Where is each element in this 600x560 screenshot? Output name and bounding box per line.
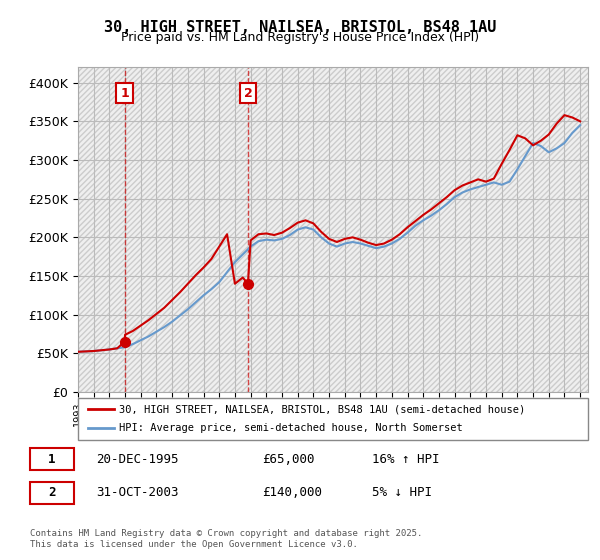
Bar bbox=[266, 67, 270, 392]
Bar bbox=[400, 67, 404, 392]
Bar bbox=[423, 67, 427, 392]
Bar bbox=[525, 67, 529, 392]
Bar bbox=[86, 67, 90, 392]
Bar bbox=[305, 67, 310, 392]
Text: 5% ↓ HPI: 5% ↓ HPI bbox=[372, 486, 432, 500]
Bar bbox=[431, 67, 435, 392]
Bar bbox=[588, 67, 592, 392]
Bar bbox=[109, 67, 113, 392]
Bar bbox=[439, 67, 443, 392]
Bar bbox=[580, 67, 584, 392]
Bar bbox=[117, 67, 121, 392]
Bar bbox=[565, 67, 568, 392]
Bar bbox=[101, 67, 106, 392]
Bar bbox=[470, 67, 474, 392]
FancyBboxPatch shape bbox=[78, 398, 588, 440]
Bar bbox=[509, 67, 514, 392]
Text: Contains HM Land Registry data © Crown copyright and database right 2025.
This d: Contains HM Land Registry data © Crown c… bbox=[30, 529, 422, 549]
Bar bbox=[180, 67, 184, 392]
Bar bbox=[345, 67, 349, 392]
Bar bbox=[125, 67, 129, 392]
Text: 30, HIGH STREET, NAILSEA, BRISTOL, BS48 1AU: 30, HIGH STREET, NAILSEA, BRISTOL, BS48 … bbox=[104, 20, 496, 35]
Bar bbox=[557, 67, 560, 392]
FancyBboxPatch shape bbox=[30, 482, 74, 503]
Bar bbox=[463, 67, 466, 392]
Bar bbox=[533, 67, 537, 392]
Text: £65,000: £65,000 bbox=[262, 452, 314, 466]
Bar bbox=[188, 67, 192, 392]
Bar bbox=[203, 67, 208, 392]
Bar bbox=[251, 67, 254, 392]
Bar bbox=[157, 67, 160, 392]
Bar bbox=[313, 67, 317, 392]
Text: HPI: Average price, semi-detached house, North Somerset: HPI: Average price, semi-detached house,… bbox=[119, 423, 463, 433]
Text: £140,000: £140,000 bbox=[262, 486, 322, 500]
Bar bbox=[321, 67, 325, 392]
FancyBboxPatch shape bbox=[30, 449, 74, 470]
Bar bbox=[541, 67, 545, 392]
Bar bbox=[478, 67, 482, 392]
Bar bbox=[164, 67, 168, 392]
Bar bbox=[376, 67, 380, 392]
Text: 16% ↑ HPI: 16% ↑ HPI bbox=[372, 452, 440, 466]
Bar bbox=[353, 67, 356, 392]
Bar bbox=[196, 67, 200, 392]
Bar bbox=[455, 67, 458, 392]
Bar bbox=[502, 67, 506, 392]
Bar bbox=[94, 67, 98, 392]
Bar bbox=[133, 67, 137, 392]
Bar bbox=[259, 67, 262, 392]
Bar bbox=[415, 67, 419, 392]
Text: 1: 1 bbox=[49, 452, 56, 466]
Bar bbox=[384, 67, 388, 392]
Bar bbox=[572, 67, 576, 392]
Bar bbox=[235, 67, 239, 392]
Text: 31-OCT-2003: 31-OCT-2003 bbox=[96, 486, 179, 500]
Bar bbox=[517, 67, 521, 392]
Bar bbox=[290, 67, 294, 392]
Bar bbox=[392, 67, 396, 392]
Text: 2: 2 bbox=[49, 486, 56, 500]
Text: 20-DEC-1995: 20-DEC-1995 bbox=[96, 452, 179, 466]
Bar bbox=[227, 67, 231, 392]
Text: Price paid vs. HM Land Registry's House Price Index (HPI): Price paid vs. HM Land Registry's House … bbox=[121, 31, 479, 44]
Bar bbox=[282, 67, 286, 392]
Bar bbox=[219, 67, 223, 392]
Bar bbox=[274, 67, 278, 392]
Bar bbox=[141, 67, 145, 392]
Bar bbox=[447, 67, 451, 392]
Bar bbox=[243, 67, 247, 392]
Bar bbox=[329, 67, 333, 392]
Bar bbox=[337, 67, 341, 392]
Text: 2: 2 bbox=[244, 87, 253, 100]
Bar bbox=[368, 67, 372, 392]
Bar bbox=[298, 67, 302, 392]
Bar bbox=[549, 67, 553, 392]
Bar bbox=[78, 67, 82, 392]
Bar bbox=[407, 67, 412, 392]
Text: 30, HIGH STREET, NAILSEA, BRISTOL, BS48 1AU (semi-detached house): 30, HIGH STREET, NAILSEA, BRISTOL, BS48 … bbox=[119, 404, 525, 414]
Bar bbox=[149, 67, 152, 392]
Bar bbox=[172, 67, 176, 392]
Bar bbox=[211, 67, 215, 392]
Bar bbox=[494, 67, 498, 392]
Bar bbox=[596, 67, 600, 392]
Bar bbox=[486, 67, 490, 392]
Text: 1: 1 bbox=[120, 87, 129, 100]
Bar bbox=[361, 67, 364, 392]
